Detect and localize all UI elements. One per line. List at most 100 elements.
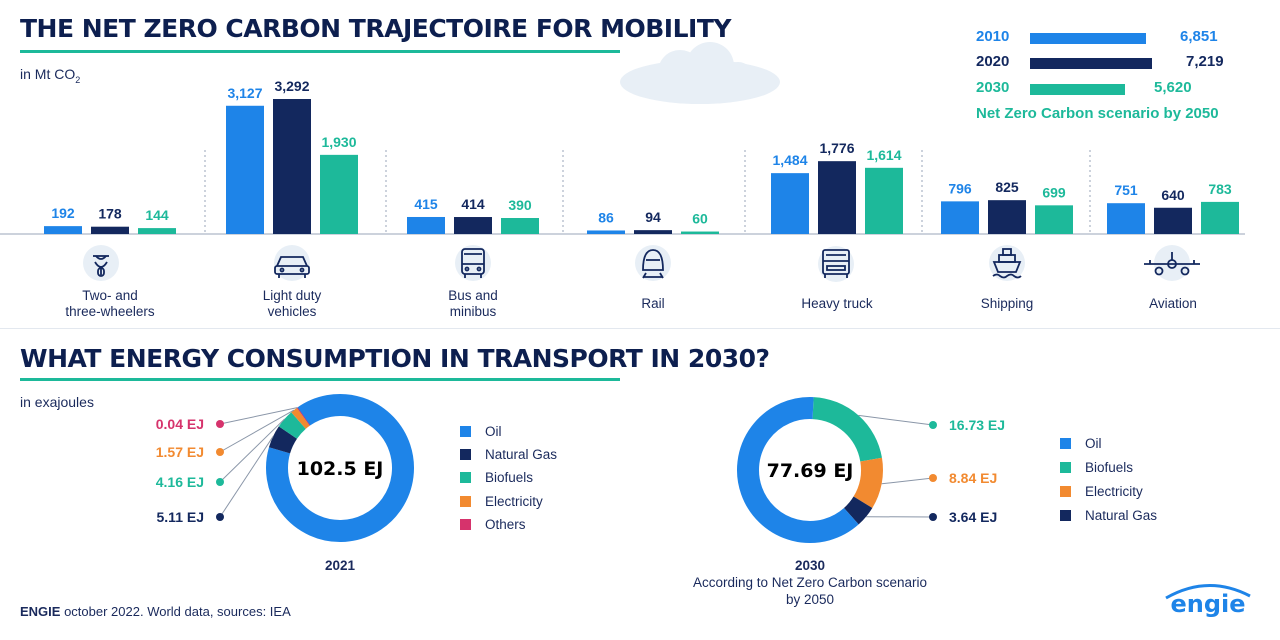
legend-text: Electricity xyxy=(485,494,543,509)
bar-chart: 192 178 144 3,127 3,292 1,930 415 414 390 86 94 60 1… xyxy=(0,78,1245,235)
category-label-heavy-truck: Heavy truck xyxy=(777,296,897,312)
bar-value-label: 178 xyxy=(98,206,122,222)
legend-swatch xyxy=(1060,510,1071,521)
bar-2010 xyxy=(587,230,625,234)
bar-2030 xyxy=(865,167,903,234)
bus-icon xyxy=(455,245,491,281)
bar-value-label: 699 xyxy=(1042,184,1066,200)
cat-line1: Light duty xyxy=(262,288,322,303)
label-dot xyxy=(216,420,224,428)
scooter-icon xyxy=(83,245,119,281)
slice-value-label: 4.16 EJ xyxy=(156,474,204,490)
slice-value-label: 8.84 EJ xyxy=(949,470,997,486)
bar-value-label: 825 xyxy=(995,179,1019,195)
bar-value-label: 751 xyxy=(1114,182,1138,198)
bar-2020 xyxy=(634,230,672,234)
bar-2030 xyxy=(681,231,719,234)
donut2-caption: 2030 According to Net Zero Carbon scenar… xyxy=(680,557,940,608)
legend-bar-2010 xyxy=(1030,33,1146,44)
legend-top: 2010 6,851 2020 7,219 2030 5,620 Net Zer… xyxy=(976,26,1266,136)
donut-slice-electricity xyxy=(853,457,883,508)
bar-value-label: 414 xyxy=(461,196,485,212)
donut2-legend-oil: Oil xyxy=(1060,436,1102,451)
bar-2010 xyxy=(407,216,445,234)
cat-line1: Shipping xyxy=(980,296,1034,311)
bar-value-label: 3,127 xyxy=(227,85,262,101)
donut2-legend-biofuels: Biofuels xyxy=(1060,460,1133,475)
donut-slice-biofuels xyxy=(812,397,882,462)
bar-value-label: 1,484 xyxy=(772,152,807,168)
bar-value-label: 144 xyxy=(145,207,169,223)
bar-2010 xyxy=(44,226,82,234)
legend-row-2020: 2020 7,219 xyxy=(976,53,1266,73)
legend-swatch xyxy=(460,496,471,507)
donut1-legend-electricity: Electricity xyxy=(460,494,543,509)
car-icon xyxy=(274,245,310,281)
legend-text: Others xyxy=(485,517,526,532)
label-dot xyxy=(929,513,937,521)
donut2-legend-electricity: Electricity xyxy=(1060,484,1143,499)
legend-year-2030: 2030 xyxy=(976,79,1010,96)
bar-value-label: 86 xyxy=(598,209,614,225)
legend-text: Natural Gas xyxy=(485,447,558,462)
cat-line1: Two- and xyxy=(82,288,138,303)
bar-value-label: 1,776 xyxy=(819,140,854,156)
bar-2020 xyxy=(1154,207,1192,234)
unit-subscript: 2 xyxy=(75,74,81,85)
donut1-legend-others: Others xyxy=(460,517,526,532)
legend-value-2010: 6,851 xyxy=(1180,28,1218,45)
category-label-shipping: Shipping xyxy=(947,296,1067,312)
donut-center-value: 102.5 EJ xyxy=(297,458,384,480)
donut-slice-oil xyxy=(737,397,859,543)
legend-text: Electricity xyxy=(1085,484,1143,499)
legend-swatch xyxy=(1060,462,1071,473)
bar-2010 xyxy=(1107,203,1145,234)
legend-swatch xyxy=(460,426,471,437)
bar-2030 xyxy=(138,228,176,234)
bar-value-label: 640 xyxy=(1161,187,1185,203)
bar-value-label: 796 xyxy=(948,180,972,196)
label-dot xyxy=(216,448,224,456)
legend-swatch xyxy=(460,449,471,460)
donut2-caption-year: 2030 xyxy=(794,558,826,573)
title-underline xyxy=(20,50,620,53)
label-dot xyxy=(216,513,224,521)
donut-slice-electricity xyxy=(291,407,310,429)
category-label-bus: Bus and minibus xyxy=(413,288,533,320)
cloud-icon xyxy=(620,42,780,104)
truck-icon xyxy=(818,246,854,282)
bar-2030 xyxy=(1035,205,1073,234)
bar-2010 xyxy=(941,201,979,234)
legend-value-2030: 5,620 xyxy=(1154,79,1192,96)
legend-year-2020: 2020 xyxy=(976,53,1010,70)
bar-value-label: 60 xyxy=(692,211,708,227)
donut1-caption: 2021 xyxy=(324,558,356,573)
legend-text: Biofuels xyxy=(1085,460,1134,475)
slice-value-label: 0.04 EJ xyxy=(156,416,204,432)
bar-value-label: 390 xyxy=(508,197,532,213)
footer-source: ENGIE october 2022. World data, sources:… xyxy=(20,604,291,619)
donut-slice-natural-gas xyxy=(268,426,298,454)
bar-value-label: 1,614 xyxy=(866,147,901,163)
legend-row-2010: 2010 6,851 xyxy=(976,28,1266,48)
slice-value-label: 1.57 EJ xyxy=(156,444,204,460)
legend-swatch xyxy=(460,472,471,483)
bar-2020 xyxy=(91,226,129,234)
bar-value-label: 783 xyxy=(1208,181,1232,197)
footer-text: october 2022. World data, sources: IEA xyxy=(60,604,291,619)
donut2-legend-natural-gas: Natural Gas xyxy=(1060,508,1157,523)
category-label-aviation: Aviation xyxy=(1113,296,1233,312)
bar-value-label: 415 xyxy=(414,196,438,212)
bar-2030 xyxy=(1201,201,1239,234)
donut-charts: 102.5 EJ 0.04 EJ 1.57 EJ 4.16 EJ 5.11 EJ 77.6… xyxy=(156,394,1005,543)
leader-line xyxy=(219,418,285,483)
bar-value-label: 192 xyxy=(51,205,75,221)
engie-logo: engie xyxy=(1158,578,1258,624)
section2-underline xyxy=(20,378,620,381)
section2-title: WHAT ENERGY CONSUMPTION IN TRANSPORT IN … xyxy=(20,344,770,373)
donut1-legend-biofuels: Biofuels xyxy=(460,470,533,485)
cat-line2: minibus xyxy=(449,304,497,319)
label-dot xyxy=(216,478,224,486)
donut1-legend-natural-gas: Natural Gas xyxy=(460,447,557,462)
legend-text: Oil xyxy=(1085,436,1102,451)
